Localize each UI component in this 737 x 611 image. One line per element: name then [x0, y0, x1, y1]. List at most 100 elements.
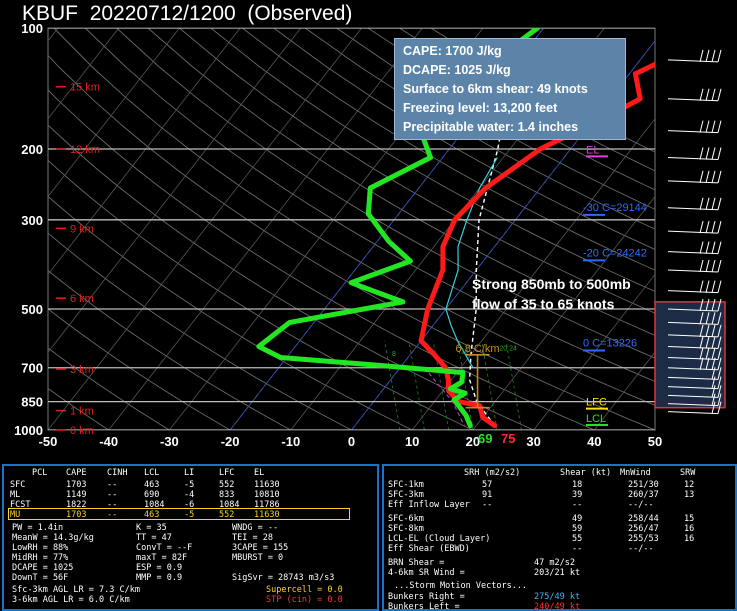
chart-title: KBUF 20220712/1200 (Observed): [22, 2, 352, 26]
index-value: 3CAPE = 155: [232, 543, 289, 553]
wind-barb-flag: [717, 336, 722, 349]
param-col-header: EL: [254, 468, 265, 478]
index-value: MidRH = 77%: [12, 553, 69, 563]
storm-motion-title: ...Storm Motion Vectors...: [394, 581, 528, 591]
kin-cell: 13: [684, 490, 695, 500]
wind-barb-flag: [717, 259, 722, 273]
index-value: ConvT = --F: [136, 543, 193, 553]
wind-barb: [667, 321, 719, 325]
wind-barb-flag: [699, 241, 704, 254]
adiabat-label: 8: [392, 351, 396, 358]
kin-cell: --: [482, 500, 493, 510]
pressure-tick-label: 850: [21, 395, 43, 410]
dry-adiabat: [84, 28, 655, 382]
index-value: LowRH = 88%: [12, 543, 69, 553]
isotherm: [48, 28, 180, 198]
wind-barb-flag: [705, 280, 710, 293]
kin-cell: 16: [684, 524, 695, 534]
index-value: ESP = 0.9: [136, 563, 183, 573]
dry-adiabat: [367, 28, 655, 191]
wind-barb-flag: [699, 280, 704, 293]
wind-barb-flag: [705, 312, 710, 325]
kin-col-header: MnWind: [620, 468, 651, 478]
wind-barb-flag: [705, 298, 710, 312]
param-cell: MU: [10, 510, 21, 520]
wind-barb-flag: [711, 312, 716, 325]
temperature-tick-label: -10: [281, 434, 300, 449]
kin-cell: SFC-1km: [388, 480, 424, 490]
datetime: 20220712/1200: [89, 2, 236, 25]
lapse-rate-label: 6.8 C/km: [456, 343, 500, 355]
temperature-tick-label: -20: [221, 434, 240, 449]
level-marker-label: EL: [586, 144, 599, 156]
lapse-rate-value: 3-6km AGL LR = 6.0 C/km: [12, 595, 130, 605]
kin-cell: SFC-8km: [388, 524, 424, 534]
wind-barb: [667, 157, 719, 161]
wind-barb: [667, 394, 719, 398]
wind-barb-flag: [711, 88, 716, 101]
wind-barb: [667, 411, 719, 415]
wind-barb-flag: [711, 357, 716, 370]
wind-barb-flag: [699, 324, 704, 338]
wind-barb: [667, 269, 719, 273]
isotherm: [48, 28, 362, 430]
kin-cell: 49: [572, 514, 583, 524]
parcel-trace: [468, 98, 508, 427]
wind-barb-flag: [717, 49, 722, 62]
wind-barb-flag: [699, 49, 704, 62]
param-cell: 11786: [254, 500, 280, 510]
wind-barb-flag: [711, 367, 716, 380]
kinematic-parameters-panel: SRH (m2/s2) Shear (kt) MnWind SRW SFC-1km 57 1…: [382, 464, 737, 611]
sounding-summary-box: CAPE: 1700 J/kg DCAPE: 1025 J/kg Surface…: [394, 38, 626, 140]
wind-barb-flag: [705, 170, 710, 183]
wind-barb-flag: [717, 147, 722, 160]
kin-col-header: Shear (kt): [560, 468, 612, 478]
wind-barb-flag: [717, 280, 722, 293]
sr-wind-value: 203/21 kt: [534, 568, 581, 578]
wind-barb-flag: [711, 120, 716, 133]
kin-cell: LCL-EL (Cloud Layer): [388, 534, 491, 544]
wind-barb-flag: [711, 324, 716, 338]
kin-cell: Eff Shear (EBWD): [388, 544, 470, 554]
param-cell: 552: [219, 480, 235, 490]
wind-barb-flag: [717, 385, 722, 398]
temperature-tick-label: -40: [99, 434, 118, 449]
sr-wind-label: 4-6km SR Wind =: [388, 568, 465, 578]
bunkers-right-label: Bunkers Right =: [388, 592, 465, 602]
wind-barb: [667, 334, 719, 338]
param-cell: --: [107, 480, 118, 490]
param-cell: SFC: [10, 480, 26, 490]
level-marker-label: -20 C=24242: [583, 247, 647, 259]
wind-barb-flag: [717, 376, 722, 389]
param-cell: 1822: [66, 500, 87, 510]
composite-index: Supercell = 0.0: [266, 585, 343, 595]
wind-barb-flag: [711, 385, 716, 398]
index-value: DCAPE = 1025: [12, 563, 74, 573]
wind-barb-flag: [699, 147, 704, 160]
temperature-tick-label: -50: [39, 434, 58, 449]
param-cell: 1084: [219, 500, 240, 510]
param-col-header: CINH: [107, 468, 128, 478]
param-cell: 463: [144, 510, 160, 520]
pressure-tick-label: 1000: [14, 423, 43, 438]
param-col-header: LI: [184, 468, 195, 478]
param-cell: -5: [184, 510, 195, 520]
param-cell: 552: [219, 510, 235, 520]
surface-temperature-label: 75: [501, 431, 515, 446]
wind-barb-flag: [699, 120, 704, 133]
brn-shear-value: 47 m2/s2: [534, 558, 575, 568]
kin-cell: 12: [684, 480, 695, 490]
thermo-parameters-panel: PCL CAPE CINH LCL LI LFC EL SFC 1703 -- 463 -5 552 11…: [2, 464, 379, 611]
kin-cell: 258/44: [628, 514, 659, 524]
kin-cell: 18: [572, 480, 583, 490]
flow-annotation-line2: flow of 35 to 65 knots: [472, 296, 615, 312]
wind-barb: [667, 98, 719, 102]
skewt-chart: EL -30 C=29144 -20 C=24242 0 C=13226 LFC LCL 6…: [14, 21, 726, 449]
index-value: K = 35: [136, 523, 167, 533]
wind-barb-flag: [705, 120, 710, 133]
shear-line: Surface to 6km shear: 49 knots: [403, 82, 588, 96]
wind-barb: [667, 386, 719, 390]
wind-barb: [667, 290, 719, 294]
wind-barb-flag: [711, 298, 716, 312]
precip-water-line: Precipitable water: 1.4 inches: [403, 120, 579, 134]
